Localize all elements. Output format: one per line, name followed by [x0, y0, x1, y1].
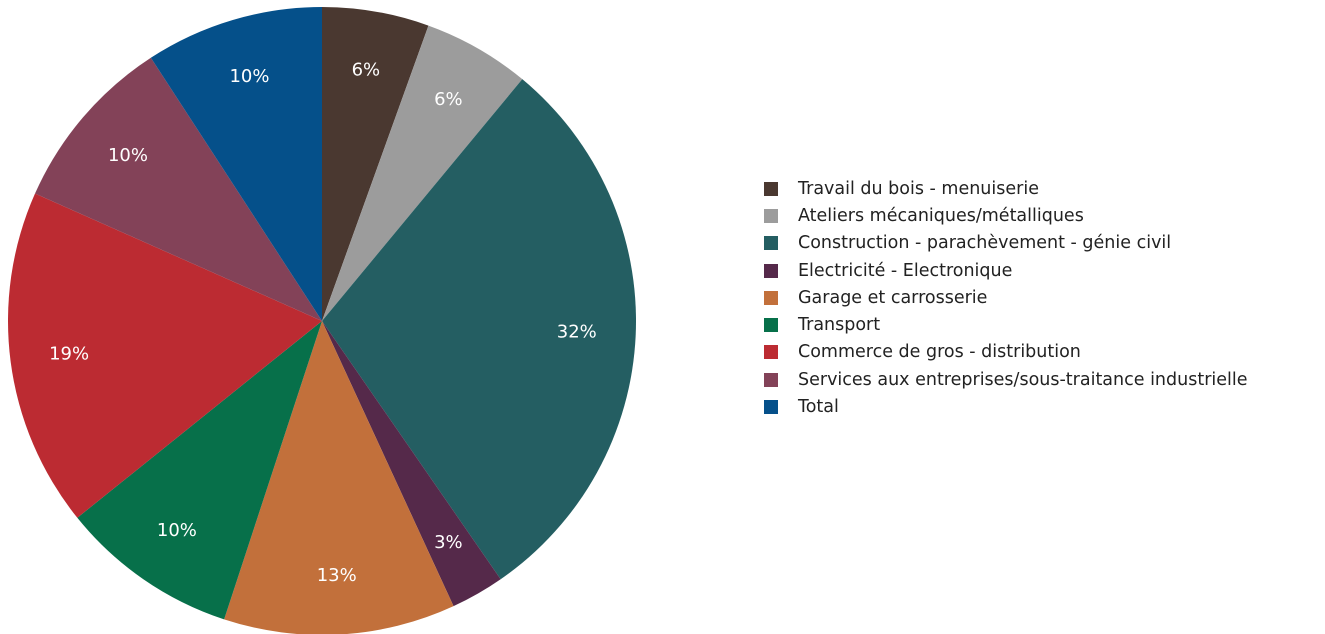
legend-swatch-0	[764, 181, 778, 196]
pie-slice-label-7: 10%	[108, 145, 148, 166]
legend-swatch-1	[764, 208, 778, 223]
pie-slice-6	[7, 193, 323, 518]
legend-item-4: Garage et carrosserie	[764, 284, 1248, 311]
pie-slice-label-3: 3%	[434, 532, 463, 553]
legend-item-6: Commerce de gros - distribution	[764, 339, 1248, 366]
legend-label-8: Total	[798, 397, 839, 418]
pie-slice-label-4: 13%	[317, 565, 357, 586]
legend-item-2: Construction - parachèvement - génie civ…	[764, 230, 1248, 257]
pie-slice-label-6: 19%	[49, 344, 89, 365]
legend-item-1: Ateliers mécaniques/métalliques	[764, 202, 1248, 229]
legend-label-3: Electricité - Electronique	[798, 260, 1013, 281]
pie-slice-0	[322, 7, 429, 321]
pie-slice-7	[35, 57, 323, 322]
pie-slice-5	[77, 321, 322, 620]
pie-slice-label-0: 6%	[352, 59, 381, 80]
legend-swatch-8	[764, 400, 778, 415]
legend-swatch-2	[764, 236, 778, 251]
pie-slice-label-5: 10%	[157, 520, 197, 541]
pie-slice-1	[322, 25, 523, 322]
pie-slice-4	[224, 321, 454, 634]
legend-label-6: Commerce de gros - distribution	[798, 342, 1081, 363]
legend-swatch-3	[764, 263, 778, 278]
pie-slice-labels: 6% 6% 32% 3% 13% 10% 19% 10% 10%	[49, 59, 597, 586]
legend-item-7: Services aux entreprises/sous-traitance …	[764, 366, 1248, 393]
legend-label-2: Construction - parachèvement - génie civ…	[798, 233, 1172, 254]
pie-slice-label-1: 6%	[434, 89, 463, 110]
legend-label-1: Ateliers mécaniques/métalliques	[798, 205, 1084, 226]
pie-slice-label-8: 10%	[229, 66, 269, 87]
legend-item-8: Total	[764, 393, 1248, 420]
legend-swatch-6	[764, 345, 778, 360]
pie-slice-2	[322, 79, 637, 580]
pie-slices	[7, 6, 637, 634]
legend-item-5: Transport	[764, 311, 1248, 338]
pie-slice-3	[322, 321, 501, 607]
legend-swatch-4	[764, 290, 778, 305]
legend-item-3: Electricité - Electronique	[764, 257, 1248, 284]
pie-slice-8	[150, 6, 322, 321]
legend-label-5: Transport	[798, 315, 881, 336]
pie-slice-label-2: 32%	[557, 322, 597, 343]
legend-label-0: Travail du bois - menuiserie	[798, 178, 1039, 199]
legend-label-4: Garage et carrosserie	[798, 287, 988, 308]
chart-legend: Travail du bois - menuiserie Ateliers méc…	[764, 175, 1248, 421]
legend-swatch-7	[764, 372, 778, 387]
legend-label-7: Services aux entreprises/sous-traitance …	[798, 369, 1248, 390]
legend-swatch-5	[764, 318, 778, 333]
legend-item-0: Travail du bois - menuiserie	[764, 175, 1248, 202]
